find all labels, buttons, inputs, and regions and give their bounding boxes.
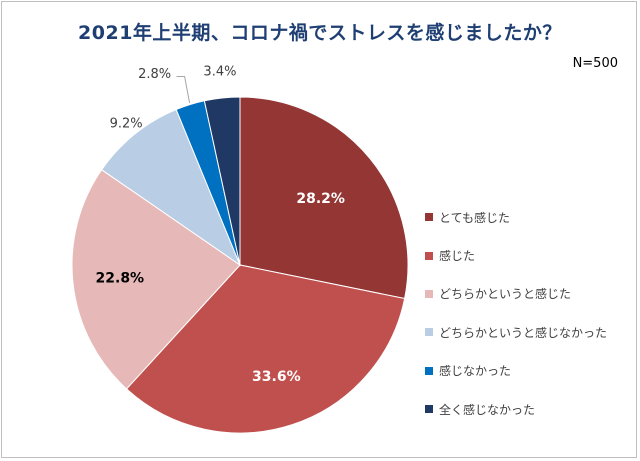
legend-label: どちらかというと感じた — [439, 287, 572, 302]
legend: とても感じた 感じたどちらかというと感じたどちらかというと感じなかった 感じなかった… — [425, 198, 635, 428]
chart-title: 2021年上半期、コロナ禍でストレスを感じましたか？ — [78, 22, 562, 44]
legend-item: 感じた — [425, 236, 635, 274]
data-label: 9.2% — [110, 116, 143, 131]
pie-slices — [71, 96, 409, 434]
pie-slice — [125, 264, 406, 434]
legend-label: どちらかというと感じなかった — [439, 325, 608, 340]
pie-slice — [239, 96, 409, 300]
data-label: 33.6% — [252, 369, 301, 385]
legend-label: 感じなかった — [439, 364, 512, 379]
leader-lines — [176, 76, 191, 104]
legend-label: 感じた — [439, 249, 476, 264]
legend-item: とても感じた — [425, 198, 635, 236]
data-label: 2.8% — [138, 67, 171, 82]
legend-swatch — [425, 289, 433, 298]
legend-swatch — [425, 405, 433, 414]
leader-line — [176, 76, 191, 104]
legend-swatch — [425, 328, 433, 337]
legend-item: 全く感じなかった — [425, 390, 635, 428]
pie-slice — [203, 96, 241, 266]
data-label: 3.4% — [203, 64, 236, 79]
legend-swatch — [425, 213, 433, 222]
data-labels: 28.2% 33.6% 22.8% 9.2% 2.8% 3.4% — [96, 64, 345, 384]
legend-swatch — [425, 251, 433, 260]
legend-item: どちらかというと感じなかった — [425, 313, 635, 351]
legend-swatch — [425, 366, 433, 375]
data-label: 28.2% — [296, 191, 345, 207]
data-label: 22.8% — [96, 271, 145, 287]
pie-slice — [100, 108, 242, 267]
legend-item: 感じなかった — [425, 352, 635, 390]
pie-slice — [71, 169, 241, 390]
legend-label: 全く感じなかった — [439, 402, 536, 417]
sample-size-label: N=500 — [572, 56, 618, 71]
legend-label: とても感じた — [439, 210, 511, 225]
legend-item: どちらかというと感じた — [425, 275, 635, 313]
